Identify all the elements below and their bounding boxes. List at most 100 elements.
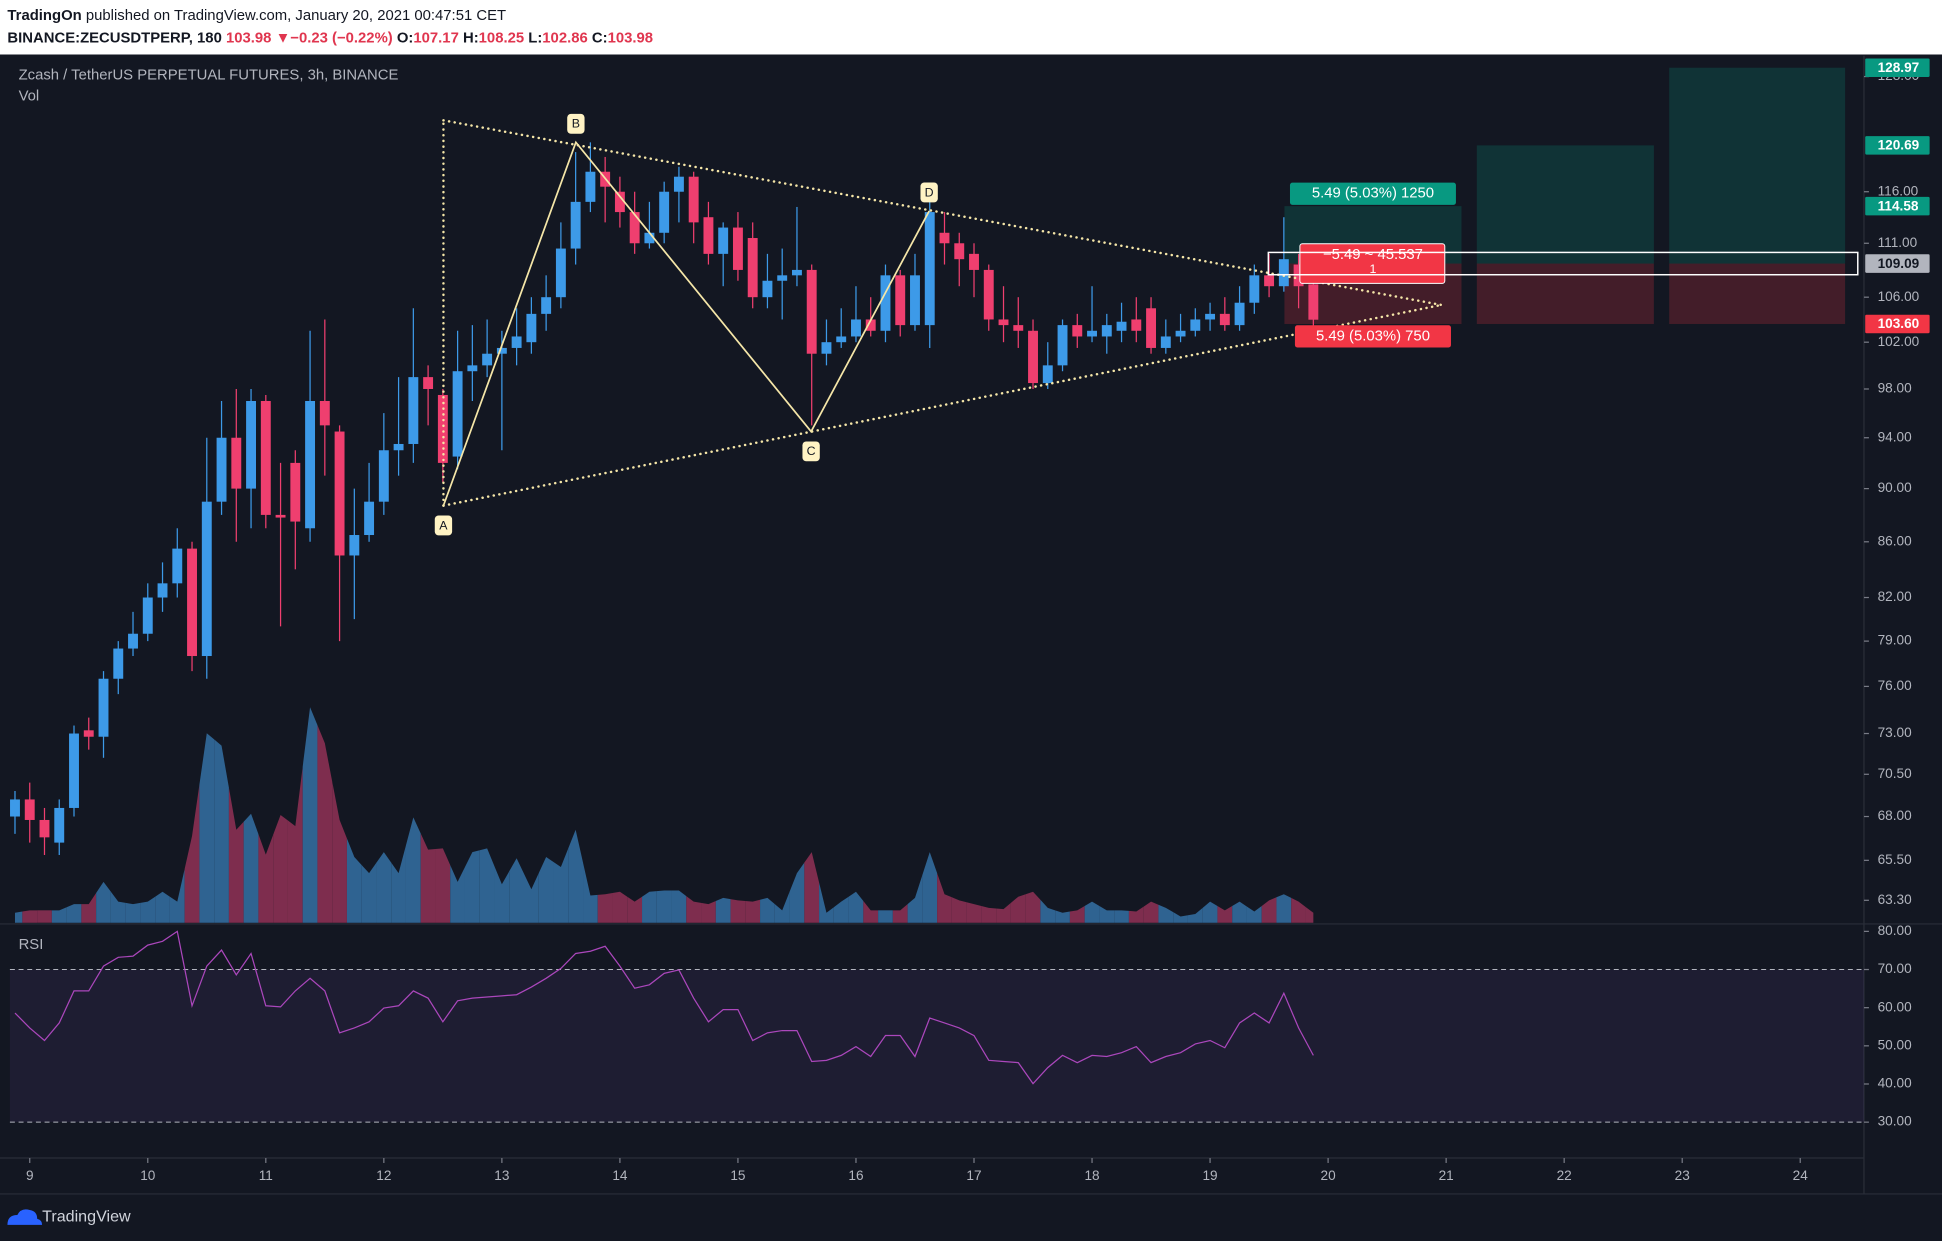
candle-body	[895, 275, 906, 326]
logo-cloud	[7, 1209, 43, 1225]
volume	[1276, 894, 1292, 923]
rsi-tick-label: 70.00	[1878, 961, 1912, 976]
volume	[892, 904, 908, 923]
volume	[346, 838, 362, 923]
volume	[1055, 910, 1070, 923]
candle-body	[511, 336, 522, 348]
candle-body	[157, 583, 168, 598]
candle-body	[1249, 275, 1260, 303]
loss-zone	[1669, 263, 1846, 324]
arrow: ▼	[276, 30, 291, 46]
pattern-label-box	[920, 182, 938, 203]
volume	[1025, 891, 1041, 923]
candle-body	[10, 799, 20, 817]
volume	[494, 866, 510, 923]
close: 103.98	[608, 30, 653, 46]
mid-sub-label: 1	[1370, 262, 1377, 276]
rsi-tick-label: 60.00	[1878, 999, 1912, 1014]
candle-body	[467, 365, 478, 372]
candle-body	[290, 462, 301, 522]
volume	[169, 868, 185, 923]
candle-body	[836, 336, 847, 343]
candle-body	[319, 400, 330, 426]
candle-body	[541, 297, 552, 314]
change: −0.23 (−0.22%)	[290, 30, 392, 46]
volume	[391, 845, 406, 923]
candle-body	[39, 819, 50, 838]
volume	[317, 725, 333, 923]
candle-body	[216, 437, 227, 502]
triangle-edge	[442, 119, 1443, 307]
volume	[996, 902, 1011, 923]
volume	[1128, 906, 1144, 923]
price-label: 120.69	[1878, 138, 1920, 153]
y-tick-label: 111.00	[1878, 235, 1918, 250]
price-label: 103.60	[1878, 316, 1920, 331]
author: TradingOn	[7, 8, 81, 24]
y-tick-label: 94.00	[1878, 429, 1912, 444]
candle-body	[969, 253, 979, 270]
candle-body	[1175, 330, 1186, 337]
candle-body	[526, 313, 537, 343]
volume	[405, 817, 421, 923]
volume	[228, 787, 244, 923]
x-tick-label: 21	[1439, 1168, 1454, 1183]
volume	[1143, 901, 1159, 923]
x-tick-label: 15	[730, 1168, 745, 1183]
candle-body	[998, 319, 1009, 326]
candle-body	[349, 535, 360, 556]
pattern-label-box	[567, 113, 585, 134]
volume	[1202, 901, 1218, 923]
open: 107.17	[413, 30, 458, 46]
logo	[7, 1209, 43, 1225]
pattern-label-box	[434, 515, 453, 536]
volume	[745, 899, 761, 923]
volume	[774, 891, 790, 923]
candle-body	[747, 238, 758, 298]
candle-body	[260, 400, 271, 515]
candle-body	[24, 799, 35, 820]
high: 108.25	[479, 30, 524, 46]
volume	[642, 891, 657, 923]
candle-body	[924, 212, 935, 326]
rsi-tick-label: 40.00	[1878, 1076, 1912, 1091]
candle-body	[1087, 330, 1097, 337]
price-label-box	[1865, 254, 1930, 273]
pattern-label: C	[807, 444, 816, 458]
candle-body	[1013, 325, 1024, 331]
h-label: H:	[463, 30, 479, 46]
pattern-label: A	[439, 518, 448, 532]
candle-body	[98, 678, 109, 737]
rsi-tick-label: 80.00	[1878, 923, 1912, 938]
candle-body	[1308, 284, 1319, 320]
volume	[524, 873, 539, 923]
candle-body	[142, 597, 153, 634]
volume	[14, 911, 23, 923]
pattern-label: B	[572, 117, 580, 131]
last-price: 103.98	[226, 30, 271, 46]
profit-zone	[1476, 145, 1654, 264]
header-line: TradingOn published on TradingView.com, …	[7, 8, 506, 24]
x-tick-label: 9	[26, 1168, 34, 1183]
volume	[37, 910, 52, 923]
volume	[1010, 894, 1026, 923]
candle-body	[83, 730, 94, 737]
candle-body	[644, 232, 655, 244]
triangle-edge	[442, 303, 1443, 507]
volume	[671, 890, 687, 923]
volume	[1173, 912, 1188, 923]
candle-body	[865, 319, 876, 331]
volume	[568, 829, 584, 923]
volume	[125, 902, 141, 923]
candle-body	[910, 275, 920, 326]
volume	[1232, 901, 1247, 923]
loss-zone	[1476, 263, 1654, 324]
volume	[1158, 904, 1174, 923]
volume	[981, 905, 997, 923]
low: 102.86	[542, 30, 587, 46]
volume	[302, 707, 318, 923]
candle-body	[791, 269, 802, 276]
volume	[553, 848, 569, 923]
volume	[509, 858, 525, 923]
candle-body	[821, 342, 832, 354]
